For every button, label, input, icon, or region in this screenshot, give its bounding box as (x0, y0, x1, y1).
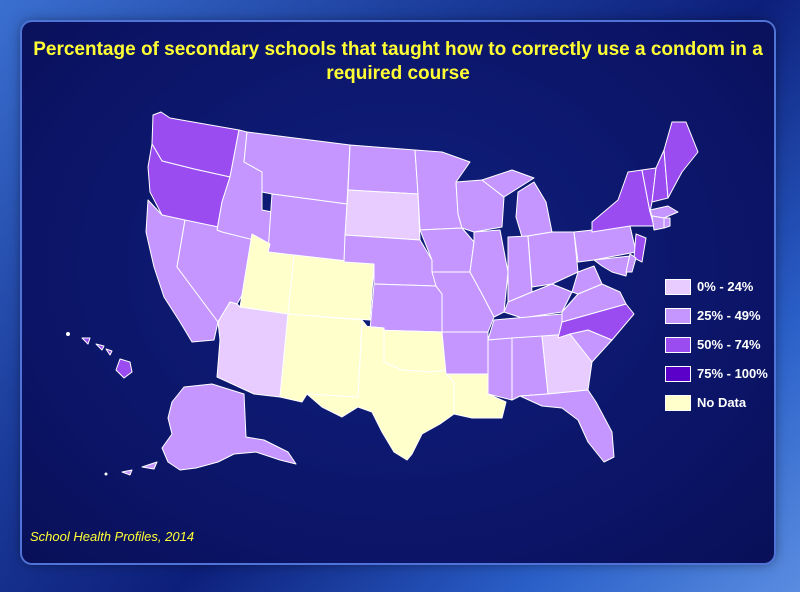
legend-item-no-data: No Data (665, 394, 774, 412)
legend-label: 50% - 74% (697, 337, 761, 352)
alaska-islands (121, 461, 158, 476)
legend-swatch (665, 308, 691, 324)
state-wyoming (267, 193, 348, 263)
state-colorado (287, 254, 375, 321)
legend-swatch (665, 279, 691, 295)
state-california (145, 199, 219, 343)
state-alaska (161, 383, 297, 471)
state-michigan-up (481, 169, 535, 198)
legend-swatch (665, 366, 691, 382)
map-title: Percentage of secondary schools that tau… (33, 39, 763, 84)
legend-swatch (665, 337, 691, 353)
slide-panel: Percentage of secondary schools that tau… (22, 22, 774, 563)
state-ohio (527, 231, 579, 288)
state-illinois (469, 229, 509, 318)
state-michigan (515, 181, 553, 238)
state-north-carolina (557, 303, 635, 341)
state-connecticut (651, 215, 665, 231)
state-maine (663, 121, 699, 199)
state-arizona (216, 301, 289, 398)
state-new-mexico (279, 313, 363, 403)
legend-label: 25% - 49% (697, 308, 761, 323)
legend-item-0-24: 0% - 24% (665, 278, 774, 296)
state-delaware (625, 253, 637, 273)
state-mississippi (487, 337, 513, 401)
state-texas (306, 325, 455, 461)
legend-label: No Data (697, 395, 747, 410)
alaska-islet (104, 472, 108, 476)
state-north-dakota (347, 144, 419, 195)
legend-label: 0% - 24% (697, 279, 754, 294)
state-arkansas (441, 331, 489, 375)
legend-swatch (665, 395, 691, 411)
legend-item-50-74: 50% - 74% (665, 336, 774, 354)
state-rhode-island (663, 217, 671, 229)
legend-label: 75% - 100% (697, 366, 768, 381)
state-massachusetts (649, 205, 679, 219)
legend-item-25-49: 25% - 49% (665, 307, 774, 325)
state-kansas (369, 283, 443, 333)
legend-item-75-100: 75% - 100% (665, 365, 774, 383)
state-florida (519, 389, 615, 463)
us-choropleth-map (66, 111, 699, 476)
state-maryland (593, 255, 631, 277)
state-hawaii-big (115, 358, 133, 379)
source-note: School Health Profiles, 2014 (30, 529, 195, 544)
state-new-jersey (633, 233, 647, 263)
hawaii-islet (66, 332, 70, 336)
state-hawaii-islands (81, 337, 113, 356)
state-south-dakota (344, 189, 421, 241)
state-west-virginia (571, 265, 603, 295)
